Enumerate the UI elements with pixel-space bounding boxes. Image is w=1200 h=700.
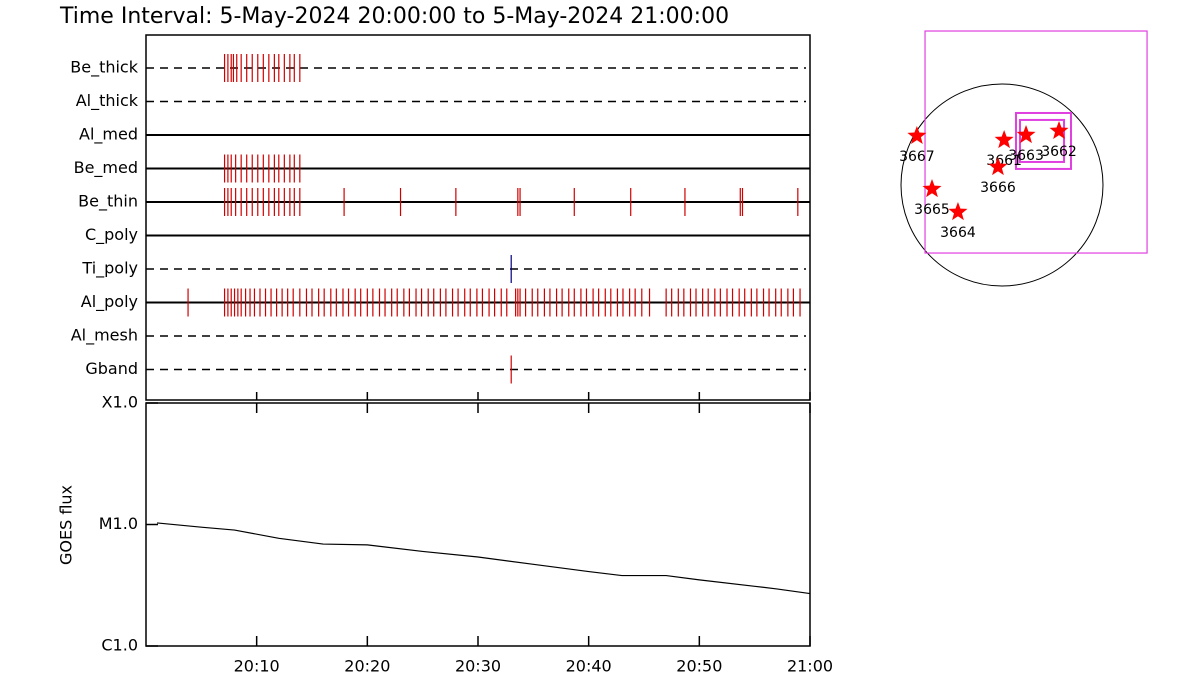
goes-flux-line [157, 522, 811, 595]
x-tick-label: 21:00 [787, 657, 833, 676]
filter-label: Ti_poly [81, 259, 138, 279]
region-star [922, 179, 942, 198]
region-star [948, 202, 968, 221]
fov-box [1018, 118, 1066, 163]
goes-frame [145, 402, 811, 647]
y-axis-label: GOES flux [57, 485, 76, 565]
timeline-frame [145, 34, 811, 401]
x-tick-label: 20:30 [455, 657, 501, 676]
filter-label: Be_thin [78, 192, 138, 212]
filter-label: Al_mesh [71, 326, 138, 346]
filter-label: C_poly [85, 225, 138, 245]
x-tick-label: 20:50 [676, 657, 722, 676]
solar-disk [900, 83, 1104, 287]
filter-label: Al_thick [76, 91, 139, 111]
filter-label: Be_med [74, 158, 138, 178]
region-label: 3664 [940, 225, 976, 241]
region-star [1049, 120, 1069, 140]
region-star [907, 125, 927, 145]
x-tick-label: 20:20 [344, 657, 390, 676]
region-star [988, 157, 1008, 176]
chart-title: Time Interval: 5-May-2024 20:00:00 to 5-… [59, 4, 729, 29]
region-label: 3662 [1041, 144, 1077, 160]
region-label: 3665 [914, 202, 950, 218]
region-star [1016, 125, 1036, 144]
x-tick-label: 20:10 [234, 657, 280, 676]
y-tick-label: C1.0 [101, 636, 138, 655]
y-tick-label: M1.0 [99, 514, 138, 533]
filter-label: Be_thick [70, 58, 138, 78]
region-label: 3663 [1008, 148, 1044, 164]
filter-label: Gband [85, 359, 138, 378]
y-tick-label: X1.0 [102, 393, 138, 412]
filter-label: Al_med [79, 125, 138, 145]
fov-box [924, 30, 1148, 254]
region-star [994, 130, 1014, 149]
filter-label: Al_poly [81, 292, 138, 312]
region-label: 3666 [980, 180, 1016, 196]
region-label: 3667 [899, 149, 935, 165]
x-tick-label: 20:40 [566, 657, 612, 676]
fov-box [1014, 111, 1072, 170]
